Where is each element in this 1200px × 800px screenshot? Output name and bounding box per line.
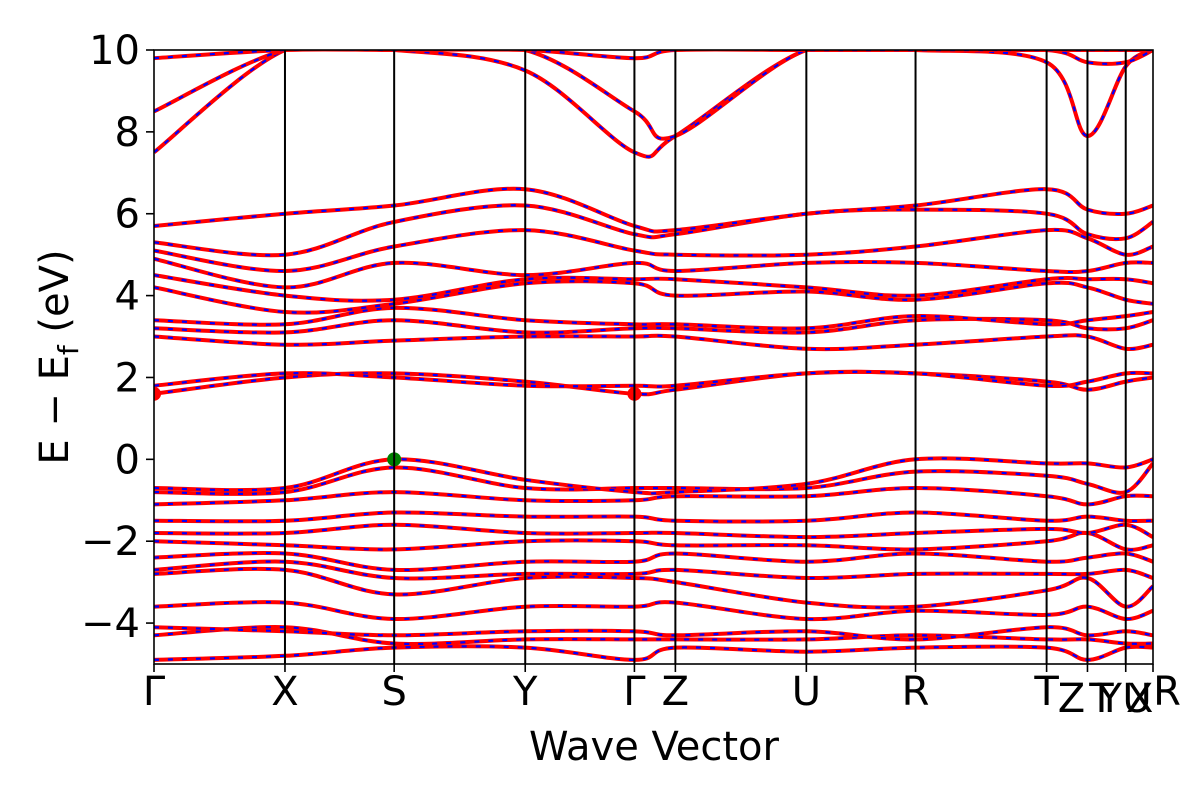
y-tick-label-6: 8 — [115, 110, 140, 156]
band-line-up-0 — [154, 644, 1153, 662]
band-line-down-24 — [154, 50, 1153, 158]
x-axis-title: Wave Vector — [529, 724, 780, 770]
band-line-up-8 — [154, 522, 1153, 540]
band-line-up-4 — [154, 566, 1153, 610]
plot-frame — [153, 49, 1154, 665]
band-line-up-7 — [154, 530, 1153, 552]
band-edge-marker-0 — [154, 386, 161, 401]
band-line-down-20 — [154, 257, 1153, 289]
y-tick-label-1: −2 — [81, 519, 140, 565]
y-axis-title-suffix: (eV) — [32, 249, 78, 345]
plot-area — [154, 50, 1153, 662]
x-tick-label-1: X — [271, 669, 298, 715]
x-tick-label-crowded-0: Z — [1058, 676, 1085, 722]
x-tick-label-crowded-2: Y — [1097, 676, 1123, 722]
band-line-down-21 — [154, 228, 1153, 273]
x-tick-label-2: S — [381, 669, 406, 715]
y-axis-title: E − Ef (eV) — [32, 249, 85, 464]
band-line-up-5 — [154, 559, 1153, 581]
x-tick-label-crowded-5: R — [1153, 669, 1181, 715]
y-tick-label-7: 10 — [89, 28, 140, 74]
band-line-down-9 — [154, 511, 1153, 523]
band-line-down-23 — [154, 187, 1153, 233]
x-tick-label-7: R — [902, 669, 930, 715]
x-tick-label-0: Γ — [143, 669, 166, 715]
x-tick-label-crowded-3: X — [1126, 676, 1153, 722]
band-line-up-10 — [154, 485, 1153, 507]
band-line-up-11 — [154, 462, 1153, 496]
band-line-up-12 — [154, 456, 1153, 496]
y-tick-label-5: 6 — [115, 192, 140, 238]
x-tick-label-3: Y — [512, 669, 538, 715]
x-tick-label-6: U — [792, 669, 821, 715]
band-line-up-18 — [154, 279, 1153, 315]
y-axis-title-subscript: f — [52, 344, 85, 355]
band-line-up-15 — [154, 333, 1153, 352]
band-line-up-17 — [154, 305, 1153, 331]
x-tick-label-4: Γ — [623, 669, 646, 715]
band-line-up-16 — [154, 316, 1153, 335]
band-line-up-9 — [154, 510, 1153, 524]
x-tick-label-8: T — [1033, 669, 1059, 715]
band-line-up-14 — [154, 369, 1153, 389]
band-line-up-13 — [154, 369, 1153, 397]
band-line-down-1 — [154, 625, 1153, 646]
y-tick-label-2: 0 — [115, 437, 140, 483]
band-line-up-24 — [154, 50, 1153, 159]
y-axis-title-prefix: E − E — [32, 355, 78, 465]
band-line-down-8 — [154, 523, 1153, 539]
band-line-up-25 — [154, 50, 1153, 141]
x-tick-label-5: Z — [662, 669, 689, 715]
band-line-up-6 — [154, 551, 1153, 573]
band-line-up-3 — [154, 600, 1153, 622]
y-tick-label-3: 2 — [115, 355, 140, 401]
band-line-down-25 — [154, 50, 1153, 140]
y-tick-label-0: −4 — [81, 601, 140, 647]
band-line-down-22 — [154, 204, 1153, 257]
band-line-up-20 — [154, 256, 1153, 290]
y-tick-label-4: 4 — [115, 274, 140, 320]
band-line-up-19 — [154, 273, 1153, 303]
band-line-up-2 — [154, 625, 1153, 642]
band-line-down-15 — [154, 334, 1153, 351]
x-tick-label-crowded-4: U — [1122, 676, 1151, 722]
x-tick-label-crowded-1: T — [1088, 676, 1114, 722]
